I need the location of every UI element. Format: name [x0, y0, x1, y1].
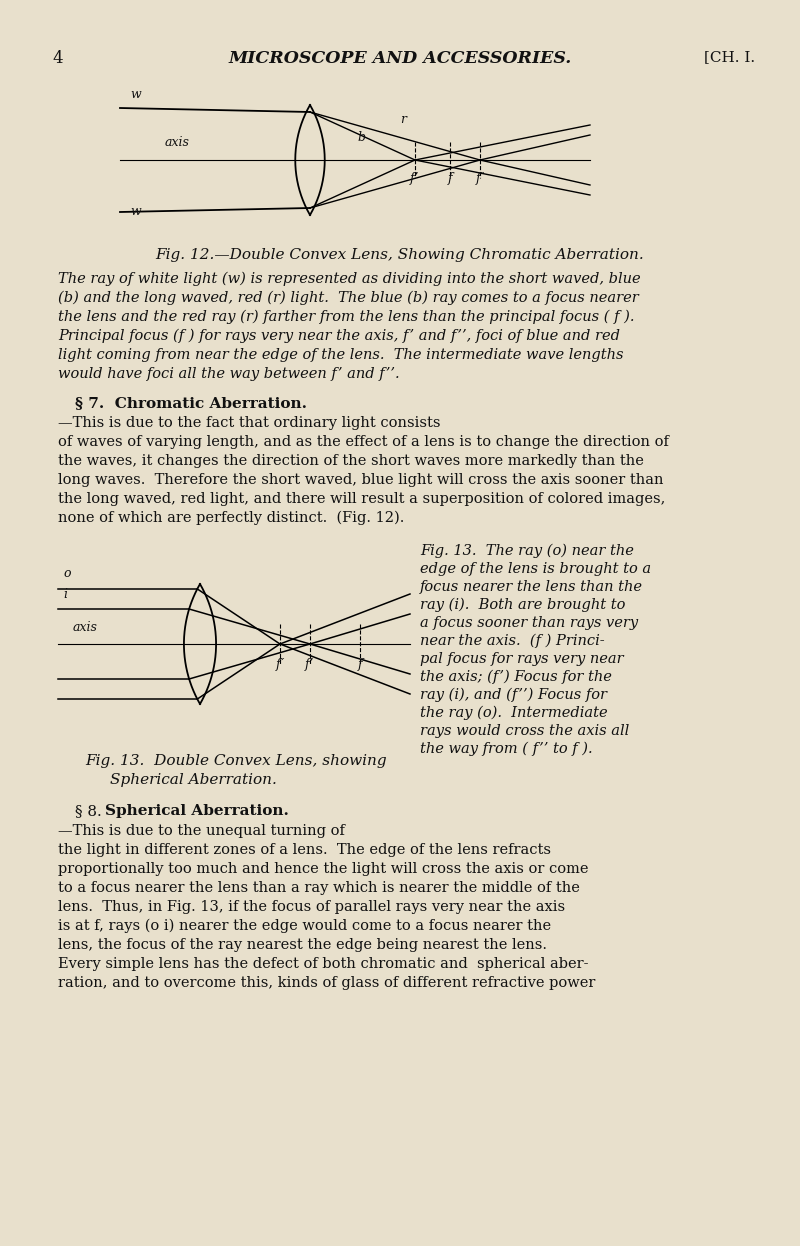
Text: the ray (o).  Intermediate: the ray (o). Intermediate [420, 706, 608, 720]
Text: none of which are perfectly distinct.  (Fig. 12).: none of which are perfectly distinct. (F… [58, 511, 404, 526]
Text: axis: axis [165, 136, 190, 150]
Text: [CH. I.: [CH. I. [704, 50, 755, 64]
Text: is at f, rays (o i) nearer the edge would come to a focus nearer the: is at f, rays (o i) nearer the edge woul… [58, 920, 551, 933]
Text: the light in different zones of a lens.  The edge of the lens refracts: the light in different zones of a lens. … [58, 844, 551, 857]
Text: The ray of white light (w) is represented as dividing into the short waved, blue: The ray of white light (w) is represente… [58, 272, 641, 287]
Text: ray (i), and (f’’) Focus for: ray (i), and (f’’) Focus for [420, 688, 607, 703]
Text: pal focus for rays very near: pal focus for rays very near [420, 652, 624, 667]
Text: axis: axis [73, 621, 98, 634]
Text: the axis; (f’) Focus for the: the axis; (f’) Focus for the [420, 670, 612, 684]
Text: f’: f’ [410, 172, 420, 184]
Text: Fig. 12.—Double Convex Lens, Showing Chromatic Aberration.: Fig. 12.—Double Convex Lens, Showing Chr… [156, 248, 644, 262]
Text: proportionally too much and hence the light will cross the axis or come: proportionally too much and hence the li… [58, 862, 589, 876]
Text: ration, and to overcome this, kinds of glass of different refractive power: ration, and to overcome this, kinds of g… [58, 976, 595, 991]
Text: Fig. 13.  The ray (o) near the: Fig. 13. The ray (o) near the [420, 545, 634, 558]
Text: a focus sooner than rays very: a focus sooner than rays very [420, 616, 638, 630]
Text: MICROSCOPE AND ACCESSORIES.: MICROSCOPE AND ACCESSORIES. [228, 50, 572, 67]
Text: w: w [130, 88, 141, 101]
Text: lens.  Thus, in Fig. 13, if the focus of parallel rays very near the axis: lens. Thus, in Fig. 13, if the focus of … [58, 900, 565, 915]
Text: to a focus nearer the lens than a ray which is nearer the middle of the: to a focus nearer the lens than a ray wh… [58, 881, 580, 895]
Text: f″: f″ [475, 172, 485, 184]
Text: rays would cross the axis all: rays would cross the axis all [420, 724, 630, 738]
Text: focus nearer the lens than the: focus nearer the lens than the [420, 579, 643, 594]
Text: r: r [400, 113, 406, 126]
Text: lens, the focus of the ray nearest the edge being nearest the lens.: lens, the focus of the ray nearest the e… [58, 938, 547, 952]
Text: b: b [358, 131, 366, 145]
Text: i: i [63, 588, 67, 601]
Text: 4: 4 [52, 50, 62, 67]
Text: Every simple lens has the defect of both chromatic and  spherical aber-: Every simple lens has the defect of both… [58, 957, 589, 971]
Text: Principal focus (f ) for rays very near the axis, f’ and f’’, foci of blue and r: Principal focus (f ) for rays very near … [58, 329, 620, 344]
Text: —This is due to the unequal turning of: —This is due to the unequal turning of [58, 824, 345, 839]
Text: (b) and the long waved, red (r) light.  The blue (b) ray comes to a focus nearer: (b) and the long waved, red (r) light. T… [58, 292, 638, 305]
Text: of waves of varying length, and as the effect of a lens is to change the directi: of waves of varying length, and as the e… [58, 435, 669, 449]
Text: —This is due to the fact that ordinary light consists: —This is due to the fact that ordinary l… [58, 416, 441, 430]
Text: f: f [448, 172, 452, 184]
Text: the lens and the red ray (r) farther from the lens than the principal focus ( f : the lens and the red ray (r) farther fro… [58, 310, 634, 324]
Text: o: o [63, 567, 70, 579]
Text: Spherical Aberration.: Spherical Aberration. [105, 804, 289, 819]
Text: would have foci all the way between f’ and f’’.: would have foci all the way between f’ a… [58, 368, 400, 381]
Text: Spherical Aberration.: Spherical Aberration. [110, 773, 277, 787]
Text: Fig. 13.  Double Convex Lens, showing: Fig. 13. Double Convex Lens, showing [85, 754, 386, 768]
Text: ray (i).  Both are brought to: ray (i). Both are brought to [420, 598, 626, 612]
Text: the way from ( f’’ to f ).: the way from ( f’’ to f ). [420, 743, 593, 756]
Text: f’: f’ [306, 658, 314, 672]
Text: w: w [130, 206, 141, 218]
Text: f: f [358, 658, 362, 672]
Text: § 7.  Chromatic Aberration.: § 7. Chromatic Aberration. [75, 396, 307, 410]
Text: near the axis.  (f ) Princi-: near the axis. (f ) Princi- [420, 634, 605, 648]
Text: light coming from near the edge of the lens.  The intermediate wave lengths: light coming from near the edge of the l… [58, 348, 623, 363]
Text: f″: f″ [275, 658, 285, 672]
Text: the long waved, red light, and there will result a superposition of colored imag: the long waved, red light, and there wil… [58, 492, 666, 506]
Text: the waves, it changes the direction of the short waves more markedly than the: the waves, it changes the direction of t… [58, 454, 644, 468]
Text: edge of the lens is brought to a: edge of the lens is brought to a [420, 562, 651, 576]
Text: long waves.  Therefore the short waved, blue light will cross the axis sooner th: long waves. Therefore the short waved, b… [58, 473, 663, 487]
Text: § 8.: § 8. [75, 804, 102, 819]
